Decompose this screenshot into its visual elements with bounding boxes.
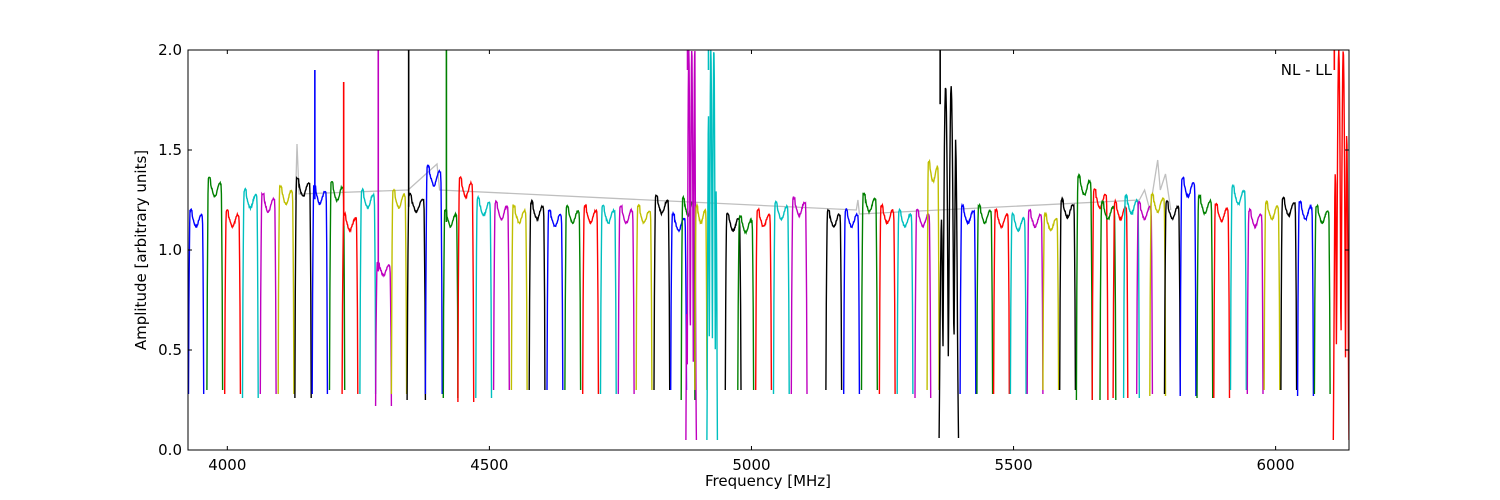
series-trace bbox=[546, 209, 564, 391]
series-trace bbox=[1163, 199, 1181, 395]
series-trace bbox=[737, 214, 755, 391]
series-trace bbox=[599, 204, 617, 395]
series-trace bbox=[772, 199, 790, 395]
series-trace bbox=[825, 208, 843, 391]
series-trace bbox=[926, 158, 940, 391]
series-layer bbox=[188, 50, 1349, 441]
series-trace bbox=[1246, 207, 1264, 395]
x-tick-label: 4500 bbox=[470, 456, 508, 474]
series-trace bbox=[1042, 211, 1060, 391]
x-tick-label: 5000 bbox=[732, 456, 770, 474]
y-tick-label: 2.0 bbox=[158, 41, 182, 59]
series-trace bbox=[670, 211, 688, 391]
series-trace bbox=[617, 204, 635, 395]
series-trace bbox=[224, 209, 242, 395]
series-trace bbox=[341, 211, 359, 395]
series-trace bbox=[328, 180, 346, 391]
series-trace bbox=[1196, 193, 1214, 399]
series-trace bbox=[724, 212, 742, 391]
y-tick-label: 1.5 bbox=[158, 141, 182, 159]
series-trace bbox=[1122, 193, 1141, 399]
series-trace bbox=[188, 208, 205, 395]
y-axis-label: Amplitude [arbitrary units] bbox=[132, 150, 150, 350]
series-trace bbox=[1313, 203, 1331, 395]
series-trace bbox=[277, 184, 295, 395]
series-trace bbox=[992, 207, 1010, 395]
series-trace bbox=[1296, 200, 1315, 397]
series-trace bbox=[1099, 200, 1117, 401]
series-trace bbox=[790, 196, 808, 395]
series-trace bbox=[390, 188, 408, 395]
series-trace bbox=[959, 202, 977, 395]
series-trace bbox=[860, 192, 878, 391]
series-trace bbox=[1075, 172, 1093, 401]
series-trace bbox=[206, 176, 224, 391]
series-trace bbox=[424, 164, 443, 395]
series-trace bbox=[938, 86, 960, 439]
series-trace bbox=[359, 187, 377, 395]
series-trace bbox=[1263, 200, 1281, 391]
series-trace bbox=[259, 191, 277, 395]
series-trace bbox=[492, 199, 510, 391]
series-trace bbox=[1280, 196, 1298, 391]
series-trace bbox=[694, 202, 708, 391]
series-trace bbox=[653, 194, 671, 391]
series-trace bbox=[1332, 50, 1349, 441]
background-trace bbox=[294, 143, 1172, 215]
series-trace bbox=[706, 50, 719, 441]
ticks-layer: 4000 4500 5000 5500 6000 0.0 0.5 1.0 1.5 2.0 bbox=[158, 41, 1349, 474]
series-trace bbox=[843, 208, 861, 395]
series-trace bbox=[1091, 188, 1109, 401]
series-trace bbox=[564, 204, 582, 391]
series-trace bbox=[1229, 183, 1248, 391]
series-trace bbox=[1058, 196, 1077, 391]
series-trace bbox=[1213, 202, 1231, 399]
series-trace bbox=[406, 191, 427, 401]
series-trace bbox=[475, 194, 493, 399]
series-trace bbox=[878, 202, 896, 395]
series-trace bbox=[896, 207, 914, 395]
series-trace bbox=[635, 203, 653, 391]
series-trace bbox=[457, 175, 475, 403]
y-tick-label: 0.0 bbox=[158, 441, 182, 459]
x-tick-label: 5500 bbox=[994, 456, 1032, 474]
series-trace bbox=[685, 50, 698, 441]
annotation-label: NL - LL bbox=[1281, 61, 1333, 79]
x-axis-label: Frequency [MHz] bbox=[705, 472, 831, 490]
series-trace bbox=[528, 198, 546, 391]
series-trace bbox=[755, 207, 773, 391]
series-trace bbox=[1026, 208, 1044, 395]
series-trace bbox=[1179, 176, 1197, 397]
y-tick-label: 0.5 bbox=[158, 341, 182, 359]
x-tick-label: 6000 bbox=[1257, 456, 1295, 474]
series-trace bbox=[510, 203, 528, 391]
series-trace bbox=[1009, 211, 1027, 395]
series-trace bbox=[294, 175, 312, 399]
y-tick-label: 1.0 bbox=[158, 241, 182, 259]
series-trace bbox=[241, 187, 259, 399]
series-trace bbox=[976, 202, 994, 395]
series-trace bbox=[582, 203, 600, 395]
series-trace bbox=[1135, 200, 1154, 395]
x-tick-label: 4000 bbox=[208, 456, 246, 474]
series-trace bbox=[1149, 191, 1167, 397]
